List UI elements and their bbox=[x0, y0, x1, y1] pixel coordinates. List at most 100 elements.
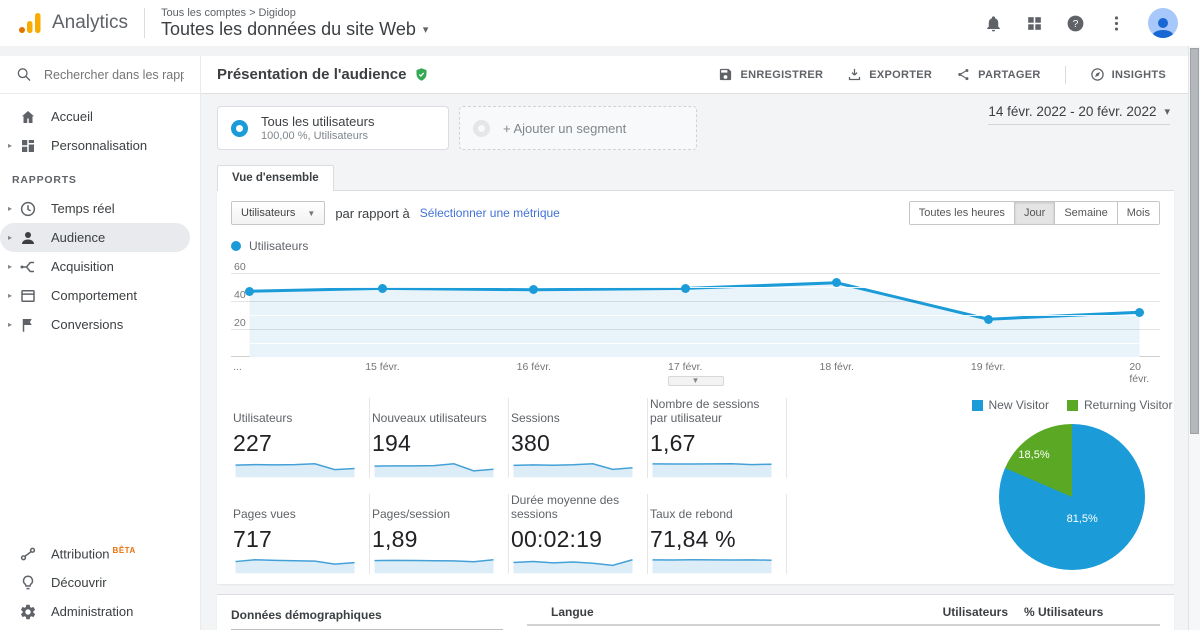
sidebar-item-label: Personnalisation bbox=[51, 138, 148, 153]
sidebar-item-label: Comportement bbox=[51, 288, 137, 303]
metric-card-sessions-par-utilisateur[interactable]: Nombre de sessions par utilisateur 1,67 bbox=[648, 398, 787, 478]
legend-square-blue-icon bbox=[971, 399, 983, 411]
legend-label: Utilisateurs bbox=[249, 239, 309, 253]
sidebar-item-accueil[interactable]: Accueil bbox=[0, 102, 200, 131]
x-tick-label: 17 févr. bbox=[668, 361, 703, 373]
metric-card-utilisateurs[interactable]: Utilisateurs 227 bbox=[231, 398, 370, 478]
x-tick-label: 19 févr. bbox=[970, 361, 1006, 373]
x-axis-labels: ... 15 févr. 16 févr. 17 févr. 18 févr. 19 fé… bbox=[231, 357, 1160, 385]
avatar[interactable] bbox=[1148, 8, 1178, 38]
sparkline-chart bbox=[372, 459, 496, 478]
metric-card-pages-vues[interactable]: Pages vues 717 bbox=[231, 494, 370, 574]
app-name: Analytics bbox=[52, 12, 129, 33]
analytics-logo[interactable]: Analytics bbox=[18, 12, 128, 34]
property-selector[interactable]: Toutes les données du site Web ▾ bbox=[161, 19, 428, 40]
date-range-label: 14 févr. 2022 - 20 févr. 2022 bbox=[988, 104, 1157, 119]
app-header: Analytics Tous les comptes > Digidop Tou… bbox=[0, 0, 1200, 46]
chart-legend[interactable]: Utilisateurs bbox=[231, 239, 1160, 253]
gridline-minor bbox=[231, 343, 1160, 344]
dashboard-icon bbox=[22, 139, 34, 152]
sparkline-chart bbox=[650, 459, 774, 478]
breadcrumb[interactable]: Tous les comptes > Digidop bbox=[161, 6, 296, 19]
sidebar-footer: Attribution BÊTA Découvrir Administratio bbox=[0, 539, 200, 630]
sidebar-search[interactable] bbox=[0, 56, 200, 94]
save-label: ENREGISTRER bbox=[740, 68, 824, 81]
sidebar-item-label: Audience bbox=[51, 230, 106, 245]
search-input[interactable] bbox=[44, 67, 184, 82]
expand-arrow-icon: ▸ bbox=[8, 141, 13, 150]
data-point bbox=[680, 283, 690, 293]
sidebar-item-conversions[interactable]: ▸ Conversions bbox=[0, 310, 200, 339]
window-icon bbox=[21, 289, 35, 302]
granularity-hourly-button[interactable]: Toutes les heures bbox=[909, 202, 1014, 224]
attribution-icon bbox=[20, 547, 36, 560]
share-button[interactable]: PARTAGER bbox=[956, 67, 1041, 82]
metric-card-duree-moyenne[interactable]: Durée moyenne des sessions 00:02:19 bbox=[509, 494, 648, 574]
share-icon bbox=[958, 68, 969, 81]
data-point bbox=[983, 314, 993, 324]
search-icon bbox=[17, 68, 31, 81]
pie-label-new: 81,5% bbox=[1066, 512, 1098, 525]
sidebar-item-decouvrir[interactable]: Découvrir bbox=[0, 568, 200, 597]
col-langue: Langue bbox=[551, 604, 594, 619]
granularity-week-button[interactable]: Semaine bbox=[1054, 202, 1117, 224]
segment-ring-icon bbox=[231, 119, 248, 137]
tab-bar: Vue d'ensemble bbox=[217, 164, 1174, 191]
actions-divider bbox=[1064, 65, 1066, 84]
metric-card-sessions[interactable]: Sessions 380 bbox=[509, 398, 648, 478]
gridline-minor bbox=[231, 315, 1160, 316]
metric-card-taux-de-rebond[interactable]: Taux de rebond 71,84 % bbox=[648, 494, 787, 574]
page-title: Présentation de l'audience bbox=[217, 66, 407, 83]
metric-label: Nouveaux utilisateurs bbox=[372, 411, 487, 426]
sidebar-item-administration[interactable]: Administration bbox=[0, 597, 200, 626]
sparkline-chart bbox=[511, 459, 635, 478]
add-segment-button[interactable]: + Ajouter un segment bbox=[459, 106, 697, 150]
segment-subtitle: 100,00 %, Utilisateurs bbox=[261, 130, 368, 142]
date-range-picker[interactable]: 14 févr. 2022 - 20 févr. 2022 ▾ bbox=[988, 104, 1170, 125]
insights-button[interactable]: INSIGHTS bbox=[1090, 67, 1166, 82]
metric-label: Sessions bbox=[511, 411, 560, 426]
property-title: Toutes les données du site Web bbox=[161, 18, 416, 39]
overview-panel: Utilisateurs ▼ par rapport à Sélectionne… bbox=[217, 190, 1174, 584]
sidebar-item-acquisition[interactable]: ▸ Acquisition bbox=[0, 252, 200, 281]
verified-shield-icon bbox=[416, 68, 427, 81]
tab-vue-densemble[interactable]: Vue d'ensemble bbox=[217, 165, 334, 191]
export-button[interactable]: EXPORTER bbox=[847, 67, 932, 82]
sidebar-section-rapports: RAPPORTS bbox=[12, 174, 77, 186]
scrollbar-thumb[interactable] bbox=[1190, 48, 1199, 434]
gear-icon bbox=[21, 604, 36, 619]
granularity-month-button[interactable]: Mois bbox=[1116, 202, 1159, 224]
metric-card-pages-session[interactable]: Pages/session 1,89 bbox=[370, 494, 509, 574]
avatar-person-icon bbox=[1151, 18, 1175, 38]
data-point bbox=[832, 278, 842, 288]
gridline bbox=[231, 301, 1160, 302]
app-shell: Accueil ▸ Personnalisation RAPPORTS ▸ bbox=[0, 46, 1200, 630]
more-vertical-icon[interactable] bbox=[1107, 14, 1126, 33]
flag-icon bbox=[22, 318, 32, 332]
metric-label: Pages vues bbox=[233, 507, 296, 522]
export-label: EXPORTER bbox=[869, 68, 933, 81]
collapse-chart-button[interactable]: ▼ bbox=[667, 376, 724, 386]
sidebar-item-temps-reel[interactable]: ▸ Temps réel bbox=[0, 194, 200, 223]
sidebar-item-label: Accueil bbox=[51, 109, 93, 124]
data-point bbox=[245, 286, 255, 296]
granularity-day-button[interactable]: Jour bbox=[1013, 202, 1055, 224]
sidebar-item-attribution[interactable]: Attribution BÊTA bbox=[0, 539, 200, 568]
sidebar-item-audience[interactable]: ▸ Audience bbox=[0, 223, 190, 252]
sidebar-item-personnalisation[interactable]: ▸ Personnalisation bbox=[0, 131, 200, 160]
help-icon[interactable]: ? bbox=[1066, 14, 1085, 33]
vertical-scrollbar[interactable] bbox=[1188, 46, 1200, 630]
metric-select-dropdown[interactable]: Utilisateurs ▼ bbox=[231, 201, 326, 225]
beta-badge: BÊTA bbox=[112, 545, 136, 555]
sidebar-item-comportement[interactable]: ▸ Comportement bbox=[0, 281, 200, 310]
segment-all-users[interactable]: Tous les utilisateurs 100,00 %, Utilisat… bbox=[217, 106, 449, 150]
home-icon bbox=[22, 110, 34, 123]
select-metric-link[interactable]: Sélectionner une métrique bbox=[419, 206, 560, 220]
vs-label: par rapport à bbox=[335, 205, 410, 221]
sidebar: Accueil ▸ Personnalisation RAPPORTS ▸ bbox=[0, 56, 200, 630]
metric-card-nouveaux-utilisateurs[interactable]: Nouveaux utilisateurs 194 bbox=[370, 398, 509, 478]
save-button[interactable]: ENREGISTRER bbox=[718, 67, 823, 82]
apps-grid-icon[interactable] bbox=[1025, 14, 1044, 33]
notifications-bell-icon[interactable] bbox=[984, 14, 1003, 33]
